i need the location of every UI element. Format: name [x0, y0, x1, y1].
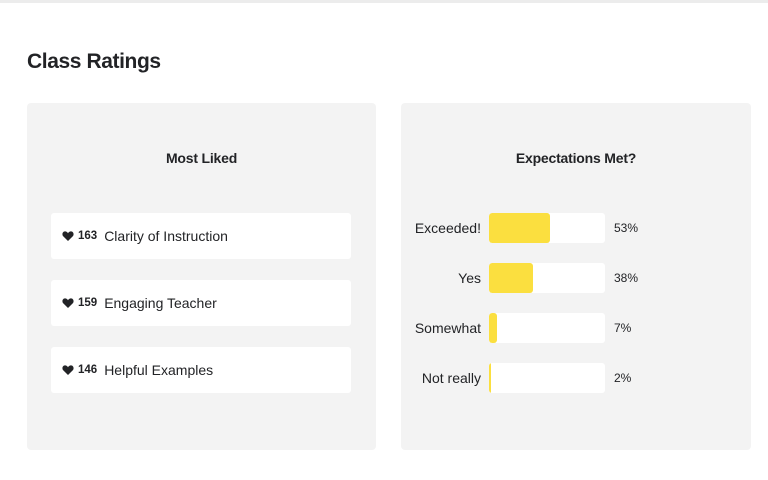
rating-row-yes: Yes 38%	[401, 263, 751, 293]
rating-bar-fill	[489, 213, 551, 243]
expectations-title: Expectations Met?	[515, 150, 637, 166]
rating-bar-track	[489, 313, 605, 343]
rating-percent: 7%	[614, 321, 632, 335]
most-liked-card: Most Liked 163 Clarity of Instruction 15…	[27, 103, 376, 450]
rating-bar-track	[489, 363, 605, 393]
liked-item: 159 Engaging Teacher	[51, 280, 351, 326]
like-count: 163	[78, 230, 98, 242]
like-count: 146	[78, 364, 98, 376]
liked-item: 146 Helpful Examples	[51, 347, 351, 393]
heart-icon	[62, 230, 74, 242]
rating-bar-track	[489, 213, 605, 243]
rating-label: Yes	[458, 270, 481, 286]
rating-percent: 38%	[614, 271, 639, 285]
liked-item: 163 Clarity of Instruction	[51, 213, 351, 259]
rating-bar-fill	[489, 313, 498, 343]
rating-row-not-really: Not really 2%	[401, 363, 751, 393]
rating-label: Somewhat	[414, 320, 481, 336]
rating-bar-fill	[489, 263, 534, 293]
heart-icon	[62, 364, 74, 376]
rating-label: Exceeded!	[414, 220, 481, 236]
rating-percent: 53%	[614, 221, 639, 235]
rating-label: Not really	[421, 370, 481, 386]
expectations-card: Expectations Met? Exceeded! 53% Yes 38% …	[401, 103, 751, 450]
rating-row-somewhat: Somewhat 7%	[401, 313, 751, 343]
rating-percent: 2%	[614, 371, 632, 385]
rating-bar-track	[489, 263, 605, 293]
liked-label: Clarity of Instruction	[104, 228, 228, 244]
page-title: Class Ratings	[27, 50, 161, 73]
most-liked-title: Most Liked	[165, 150, 238, 166]
heart-icon	[62, 297, 74, 309]
like-count: 159	[78, 297, 98, 309]
liked-label: Engaging Teacher	[104, 295, 217, 311]
liked-label: Helpful Examples	[104, 362, 214, 378]
top-divider	[0, 0, 768, 3]
rating-row-exceeded: Exceeded! 53%	[401, 213, 751, 243]
rating-bar-fill	[489, 363, 492, 393]
